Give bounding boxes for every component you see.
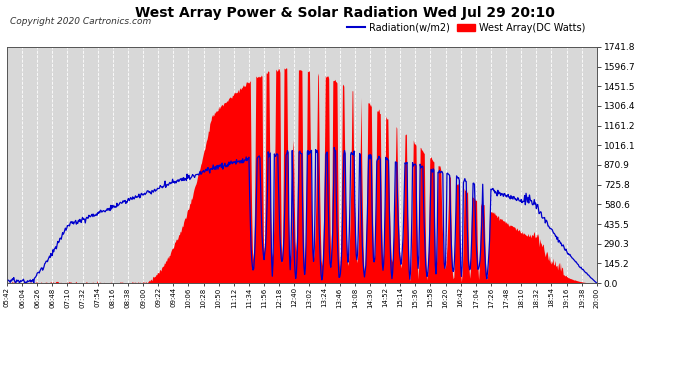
- Text: West Array Power & Solar Radiation Wed Jul 29 20:10: West Array Power & Solar Radiation Wed J…: [135, 6, 555, 20]
- Text: Copyright 2020 Cartronics.com: Copyright 2020 Cartronics.com: [10, 17, 152, 26]
- Legend: Radiation(w/m2), West Array(DC Watts): Radiation(w/m2), West Array(DC Watts): [344, 19, 589, 36]
